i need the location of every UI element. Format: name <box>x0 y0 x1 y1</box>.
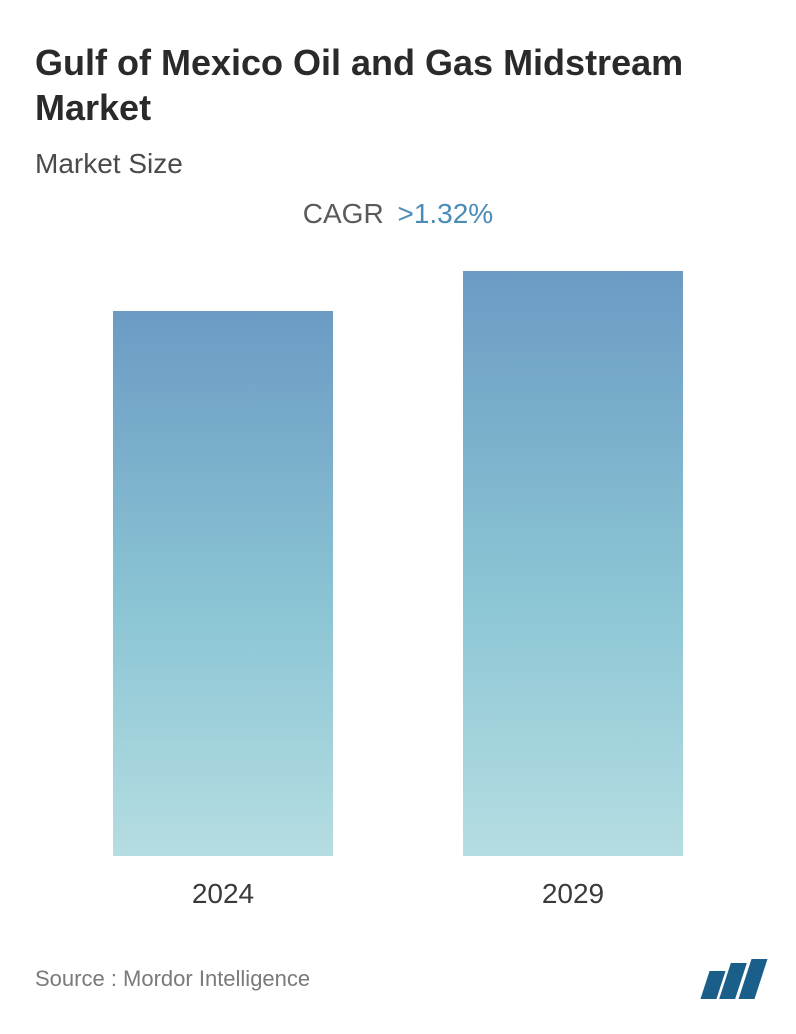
bar-group-2024: 2024 <box>113 311 333 910</box>
bar-label-2029: 2029 <box>542 878 604 910</box>
cagr-value: >1.32% <box>397 198 493 229</box>
chart-footer: Source : Mordor Intelligence <box>35 959 761 999</box>
bar-label-2024: 2024 <box>192 878 254 910</box>
cagr-label: CAGR <box>303 198 384 229</box>
chart-title: Gulf of Mexico Oil and Gas Midstream Mar… <box>35 40 761 130</box>
bar-chart: 2024 2029 <box>35 290 761 910</box>
cagr-indicator: CAGR >1.32% <box>35 198 761 230</box>
chart-subtitle: Market Size <box>35 148 761 180</box>
bar-group-2029: 2029 <box>463 271 683 910</box>
bar-2029 <box>463 271 683 856</box>
mordor-logo-icon <box>705 959 761 999</box>
bar-2024 <box>113 311 333 856</box>
source-attribution: Source : Mordor Intelligence <box>35 966 310 992</box>
